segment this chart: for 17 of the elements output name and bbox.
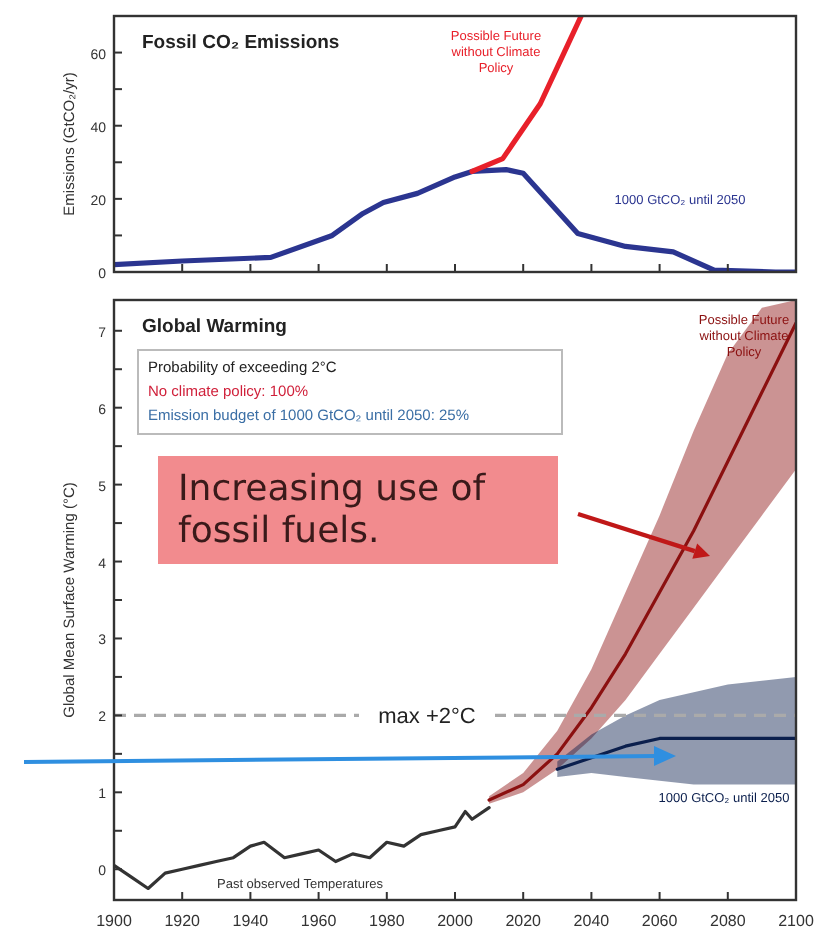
x-tick-label: 2020 — [505, 912, 543, 930]
x-tick-label: 1900 — [96, 912, 133, 930]
x-tick-label: 2060 — [641, 912, 679, 930]
x-tick-label: 2000 — [437, 912, 474, 930]
ref-line-label: max +2°C — [378, 705, 476, 730]
x-tick-label: 1960 — [300, 912, 338, 930]
line-series — [114, 167, 796, 272]
x-tick-label: 2100 — [778, 912, 815, 930]
x-tick-label: 1920 — [164, 912, 202, 930]
x-tick-label: 1940 — [232, 912, 270, 930]
line-series — [555, 736, 796, 771]
annotation: Increasing use of fossil fuels. — [178, 468, 487, 552]
text: Fossil CO₂ Emissions — [142, 32, 340, 54]
x-tick-label: 2080 — [710, 912, 747, 930]
x-tick-label: 2040 — [573, 912, 611, 930]
text: Global Warming — [142, 316, 288, 338]
x-tick-label: 1980 — [369, 912, 406, 930]
